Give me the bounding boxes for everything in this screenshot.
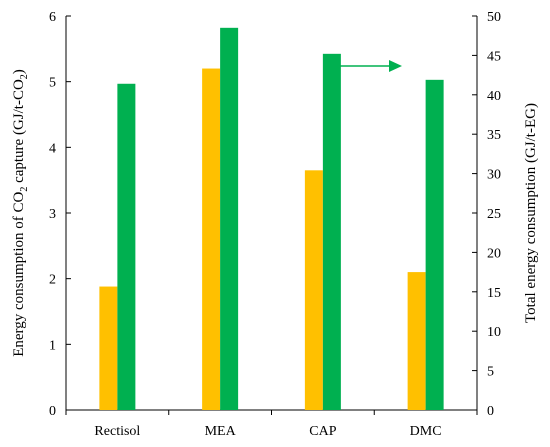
x-tick-label-cap: CAP (309, 424, 336, 439)
right-tick-label: 45 (487, 49, 501, 64)
right-tick-label: 30 (487, 168, 501, 183)
left-tick-label: 2 (49, 273, 56, 288)
x-tick-labels: Rectisol MEA CAP DMC (65, 410, 478, 439)
left-tick-label: 0 (49, 404, 56, 419)
bar-right-cap (322, 53, 341, 410)
arrow-head (389, 60, 402, 72)
x-tick-label-rectisol: Rectisol (94, 424, 140, 439)
bar-right-mea (220, 27, 239, 410)
right-tick-label: 25 (487, 207, 501, 222)
right-tick-label: 20 (487, 246, 501, 261)
bar-right-rectisol (117, 83, 136, 410)
right-axis-title: Total energy consumption (GJ/t-EG) (523, 103, 539, 323)
right-tick-label: 5 (487, 365, 494, 380)
right-tick-label: 15 (487, 286, 501, 301)
bar-left-cap (304, 170, 323, 410)
bar-left-dmc (407, 272, 426, 410)
right-tick-label: 50 (487, 10, 501, 25)
left-tick-label: 3 (49, 207, 56, 222)
left-y-ticks: 0 1 2 3 4 5 6 (49, 10, 71, 419)
left-tick-label: 5 (49, 76, 56, 91)
left-axis-title: Energy consumption of CO2 capture (GJ/t-… (11, 69, 30, 357)
right-tick-label: 10 (487, 325, 501, 340)
left-tick-label: 4 (49, 141, 56, 156)
right-y-ticks: 0 5 10 15 20 25 30 35 40 45 50 (472, 10, 501, 419)
left-tick-label: 1 (49, 338, 56, 353)
bars-group (99, 27, 444, 411)
right-axis-arrow-annotation (336, 60, 402, 72)
left-tick-label: 6 (49, 10, 56, 25)
x-tick-label-dmc: DMC (410, 424, 442, 439)
right-tick-label: 40 (487, 89, 501, 104)
x-tick-label-mea: MEA (205, 424, 237, 439)
bar-left-mea (202, 68, 221, 411)
bar-left-rectisol (99, 286, 118, 410)
right-tick-label: 0 (487, 404, 494, 419)
bar-right-dmc (425, 79, 444, 410)
right-tick-label: 35 (487, 128, 501, 143)
